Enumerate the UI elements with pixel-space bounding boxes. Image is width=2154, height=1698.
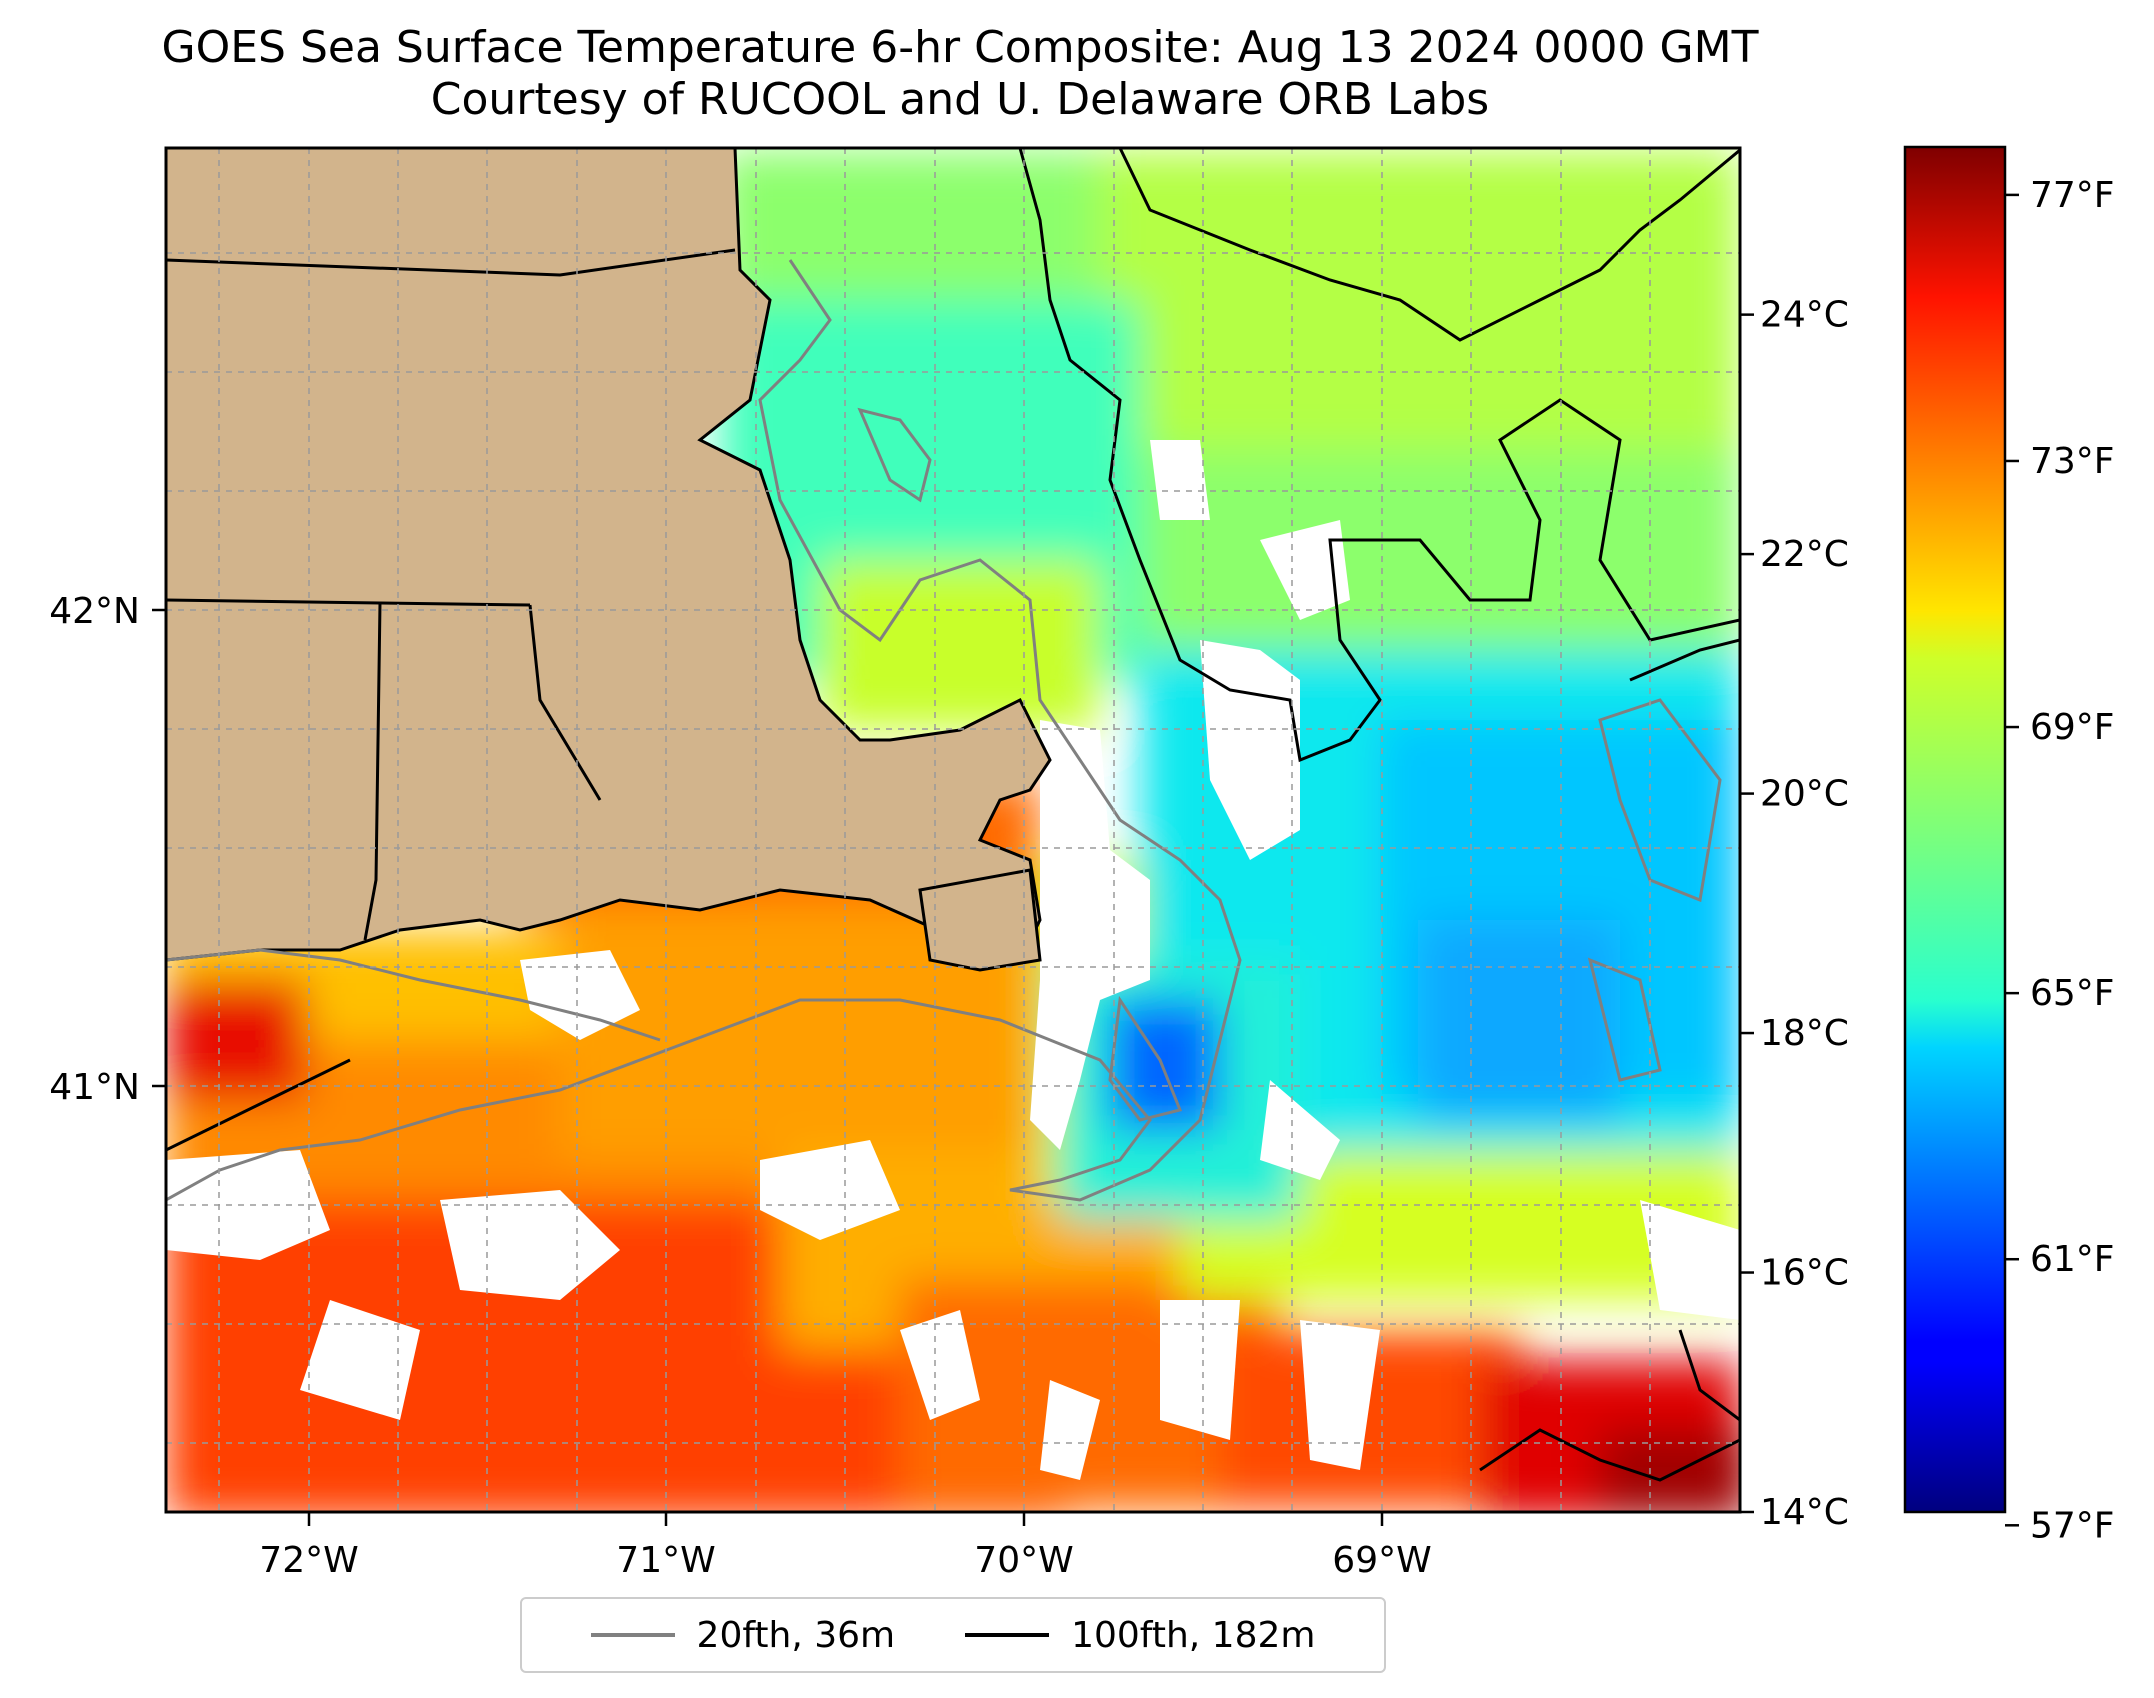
fahrenheit-tick-label: 69°F bbox=[2030, 707, 2115, 748]
lat-label-41n: 41°N bbox=[49, 1067, 140, 1108]
fahrenheit-tick-label: 61°F bbox=[2030, 1239, 2115, 1280]
legend-item-20fth: 20fth, 36m bbox=[590, 1614, 896, 1656]
map-plot-area: 72°W 71°W 70°W 69°W 42°N 41°N bbox=[49, 146, 1742, 1581]
map-title-subtitle: Courtesy of RUCOOL and U. Delaware ORB L… bbox=[430, 74, 1490, 125]
lon-label-69w: 69°W bbox=[1332, 1540, 1431, 1581]
sst-field bbox=[166, 148, 1740, 1512]
celsius-tick-label: 22°C bbox=[1760, 534, 1849, 575]
fahrenheit-tick-label: 65°F bbox=[2030, 973, 2115, 1014]
map-legend: 20fth, 36m 100fth, 182m bbox=[520, 1597, 1386, 1673]
colorbar: 14°C 16°C 18°C 20°C 22°C 24°C 57°F 61°F 65°F 69°… bbox=[1740, 145, 2115, 1546]
colorbar-fahrenheit-ticks: 57°F 61°F 65°F 69°F 73°F 77°F bbox=[2005, 175, 2115, 1546]
fahrenheit-tick-label: 57°F bbox=[2030, 1505, 2115, 1546]
latitude-labels: 42°N 41°N bbox=[49, 591, 140, 1108]
colorbar-celsius-ticks: 14°C 16°C 18°C 20°C 22°C 24°C bbox=[1740, 295, 1849, 1533]
lon-label-72w: 72°W bbox=[259, 1540, 358, 1581]
gridlines bbox=[166, 148, 1740, 1512]
axis-ticks bbox=[152, 608, 1384, 1526]
legend-item-100fth: 100fth, 182m bbox=[965, 1615, 1315, 1656]
celsius-tick-label: 18°C bbox=[1760, 1013, 1849, 1054]
state-borders bbox=[166, 248, 736, 1152]
celsius-tick-label: 24°C bbox=[1760, 295, 1849, 336]
lat-label-42n: 42°N bbox=[49, 591, 140, 632]
contour-20fth bbox=[166, 259, 1722, 1202]
fahrenheit-tick-label: 77°F bbox=[2030, 175, 2115, 216]
legend-swatch-20fth bbox=[590, 1633, 675, 1637]
longitude-labels: 72°W 71°W 70°W 69°W bbox=[259, 1540, 1431, 1581]
land-mass bbox=[166, 148, 1052, 962]
celsius-tick-label: 20°C bbox=[1760, 774, 1849, 815]
legend-swatch-100fth bbox=[965, 1633, 1050, 1637]
celsius-tick-label: 14°C bbox=[1760, 1492, 1849, 1533]
lon-label-71w: 71°W bbox=[616, 1540, 715, 1581]
map-title-line-1: GOES Sea Surface Temperature 6-hr Compos… bbox=[161, 22, 1759, 73]
map-frame bbox=[164, 146, 1742, 1514]
fahrenheit-tick-label: 73°F bbox=[2030, 441, 2115, 482]
lon-label-70w: 70°W bbox=[974, 1540, 1073, 1581]
colorbar-gradient bbox=[1903, 145, 2007, 1514]
celsius-tick-label: 16°C bbox=[1760, 1253, 1849, 1294]
island-marthas-vineyard bbox=[918, 868, 1042, 972]
legend-label-100fth: 100fth, 182m bbox=[1071, 1614, 1316, 1656]
map-title: GOES Sea Surface Temperature 6-hr Compos… bbox=[0, 22, 1920, 126]
no-data-mask bbox=[166, 440, 1740, 1480]
contour-100fth bbox=[1018, 148, 1740, 1482]
legend-label-20fth: 20fth, 36m bbox=[696, 1614, 896, 1656]
